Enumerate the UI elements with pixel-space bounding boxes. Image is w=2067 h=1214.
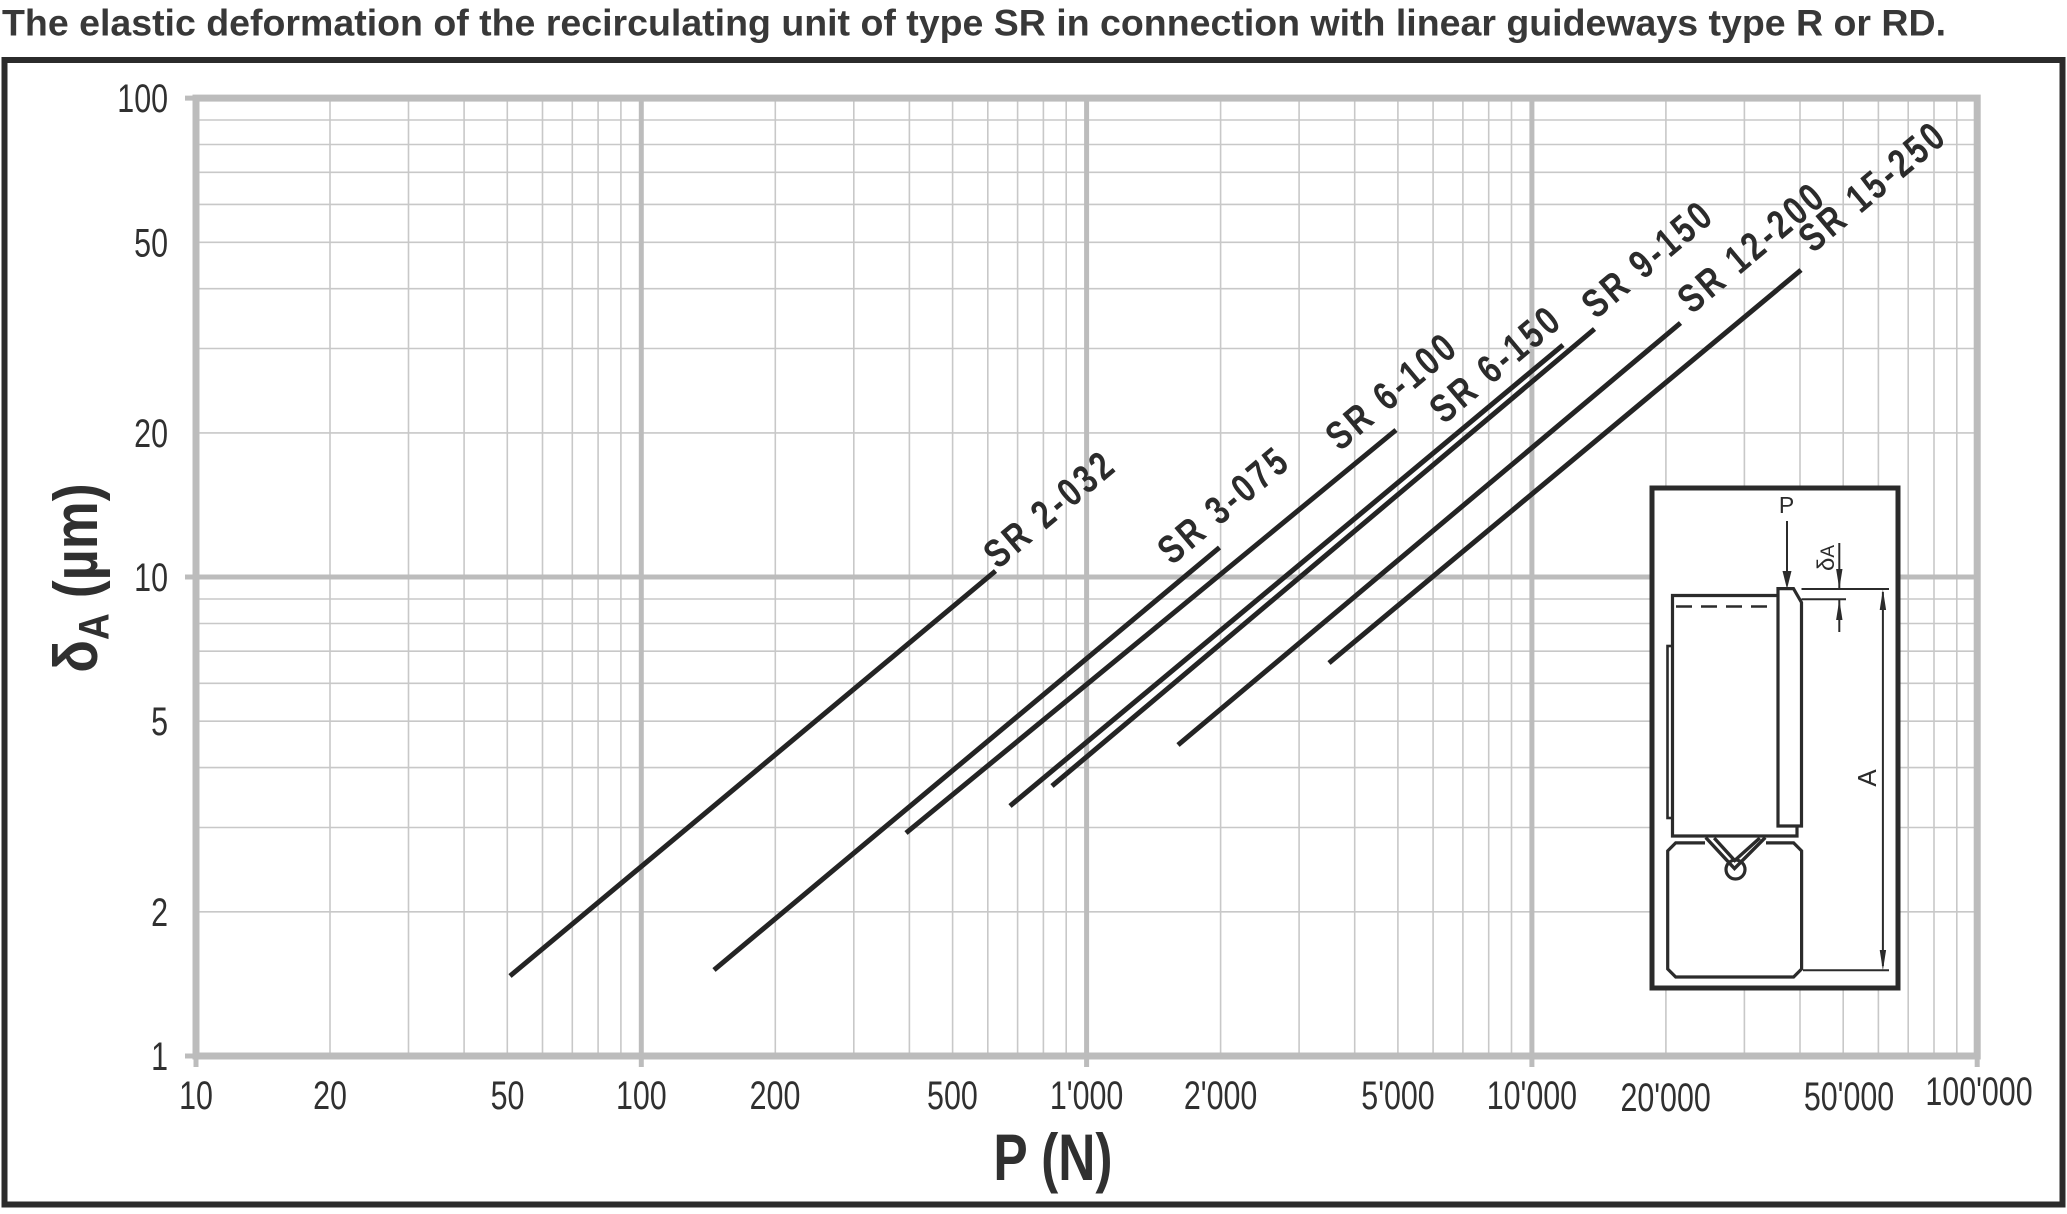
svg-text:20: 20: [313, 1073, 347, 1118]
svg-text:100'000: 100'000: [1925, 1069, 2032, 1114]
svg-text:5'000: 5'000: [1361, 1073, 1434, 1118]
svg-text:50'000: 50'000: [1804, 1074, 1894, 1119]
svg-text:10'000: 10'000: [1487, 1073, 1577, 1118]
svg-text:1: 1: [151, 1034, 168, 1079]
svg-text:50: 50: [134, 220, 168, 265]
svg-text:2: 2: [151, 890, 168, 935]
svg-text:The elastic deformation of the: The elastic deformation of the recircula…: [2, 2, 1946, 44]
svg-text:20'000: 20'000: [1620, 1075, 1710, 1120]
svg-text:δA (µm): δA (µm): [42, 483, 119, 673]
svg-text:1'000: 1'000: [1050, 1073, 1123, 1118]
svg-text:5: 5: [151, 699, 168, 744]
svg-text:100: 100: [117, 76, 168, 121]
svg-text:20: 20: [134, 411, 168, 456]
svg-text:200: 200: [750, 1073, 801, 1118]
svg-text:A: A: [1852, 769, 1882, 787]
svg-text:10: 10: [179, 1073, 213, 1118]
svg-text:100: 100: [616, 1073, 667, 1118]
svg-text:50: 50: [491, 1073, 525, 1118]
svg-text:10: 10: [134, 555, 168, 600]
svg-text:P (N): P (N): [993, 1120, 1112, 1195]
svg-text:δA: δA: [1813, 545, 1840, 571]
svg-text:500: 500: [927, 1073, 978, 1118]
svg-text:P: P: [1779, 492, 1794, 518]
svg-text:2'000: 2'000: [1184, 1073, 1257, 1118]
